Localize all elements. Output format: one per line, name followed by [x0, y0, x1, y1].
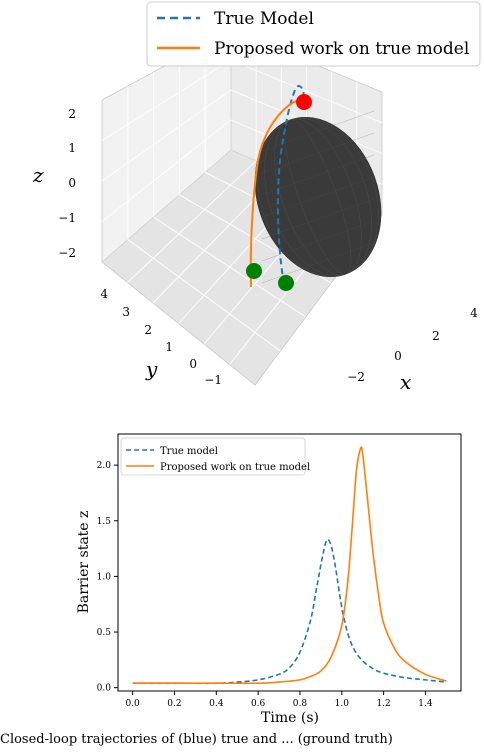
z-tick-label: −1: [58, 211, 76, 225]
y-tick-label: 1.0: [97, 572, 112, 582]
z-axis-label: z: [32, 163, 44, 187]
y-tick-label: 0.5: [97, 628, 112, 638]
y-tick-label: 1: [165, 340, 173, 354]
y-axis-title: Barrier state z: [76, 511, 92, 614]
proposed-line: [132, 446, 447, 685]
mesh-line: [261, 110, 375, 152]
trajectory-3d-plot: 2 1 0 −1 −2 z 4 3 2 1 0 −1 y −2 0 2 4 x …: [32, 1, 481, 394]
z-axis-ticks: 2 1 0 −1 −2: [58, 107, 76, 260]
legend-box: [146, 1, 481, 67]
y-tick-label: −1: [204, 373, 222, 387]
mesh-line: [261, 242, 375, 284]
x-axis-ticks: −2 0 2 4: [347, 306, 478, 384]
legend-label-proposed: Proposed work on true model: [160, 462, 310, 473]
x-tick-label: 0.4: [209, 699, 224, 709]
grid-line: [101, 89, 232, 182]
x-axis-label: x: [400, 370, 411, 394]
mesh-line: [261, 198, 375, 240]
figure-caption: Closed-loop trajectories of (blue) true …: [0, 732, 393, 747]
z-tick-label: 2: [68, 107, 76, 121]
obstacle-mesh: [254, 110, 382, 284]
y-tick-label: 3: [122, 305, 130, 319]
goal-marker: [296, 94, 312, 110]
grid-line: [153, 216, 307, 318]
x-axis-title: Time (s): [261, 710, 319, 726]
true-model-trajectory-3d: [276, 84, 306, 285]
pane-left: [102, 30, 231, 262]
x-tick-label: 4: [470, 306, 478, 320]
y-tick-label: 0.0: [97, 684, 112, 694]
grid-line: [101, 119, 232, 222]
legend-label-true-model: True Model: [214, 9, 314, 29]
y-tick-label: 1.5: [97, 517, 112, 527]
x-tick-label: 1.0: [335, 699, 350, 709]
x-tick-label: 1.2: [376, 699, 390, 709]
grid-line: [127, 160, 257, 283]
x-tick-label: 2: [432, 329, 440, 343]
y-axis-ticks: 4 3 2 1 0 −1: [100, 287, 222, 387]
x-tick-label: 0.0: [125, 699, 140, 709]
x-tick-label: 0.6: [251, 699, 266, 709]
legend-3d: True Model Proposed work on true model: [146, 1, 481, 67]
x-tick-label: 0.8: [293, 699, 308, 709]
x-tick-label: 1.4: [418, 699, 433, 709]
legend-box: [120, 437, 306, 476]
y-tick-label: 4: [100, 287, 108, 301]
legend-label-true-model: True model: [160, 446, 218, 457]
z-tick-label: −2: [58, 246, 76, 260]
mesh-line: [261, 132, 375, 174]
x-tick-label: 0: [394, 349, 402, 363]
x-tick-label: 0.2: [167, 699, 181, 709]
y-tick-label: 2: [144, 323, 152, 337]
start-marker: [246, 263, 262, 279]
z-tick-label: 1: [68, 141, 76, 155]
legend-2d: True model Proposed work on true model: [120, 437, 310, 476]
y-tick-label: 2.0: [97, 461, 112, 471]
y-axis-label: y: [145, 357, 158, 381]
legend-label-proposed: Proposed work on true model: [214, 39, 469, 59]
z-tick-label: 0: [68, 176, 76, 190]
axis-ticks-2d: 0.0 0.2 0.4 0.6 0.8 1.0 1.2 1.4 0.0 0.5 1.0 1.5 2.0: [97, 461, 433, 709]
plot-area: [117, 433, 462, 692]
mesh-line: [261, 154, 375, 196]
grid-line: [127, 239, 281, 352]
mesh-line: [261, 176, 375, 218]
series-lines-2d: [132, 446, 447, 685]
x-tick-label: −2: [347, 370, 365, 384]
grid-line: [101, 59, 232, 141]
barrier-state-chart: 0.0 0.2 0.4 0.6 0.8 1.0 1.2 1.40.00.51.01.52.0 …: [76, 433, 462, 726]
y-tick-label: 0: [189, 357, 197, 371]
start-marker: [278, 275, 294, 291]
mesh-line: [261, 220, 375, 262]
